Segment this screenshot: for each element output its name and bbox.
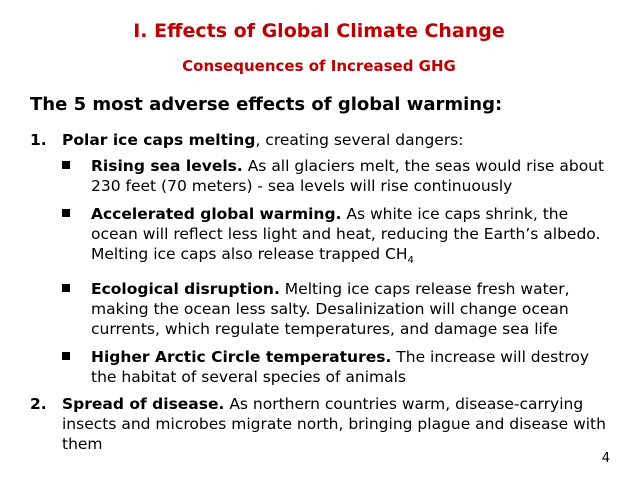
slide-subtitle: Consequences of Increased GHG	[182, 57, 456, 75]
section-heading: The 5 most adverse effects of global war…	[30, 94, 503, 115]
list-item-text: Polar ice caps melting, creating several…	[62, 130, 626, 150]
bullet-list: Rising sea levels. As all glaciers melt,…	[58, 156, 618, 395]
square-bullet-icon	[62, 284, 70, 293]
square-bullet-icon	[62, 161, 70, 169]
list-item-lead: Spread of disease.	[62, 395, 225, 413]
bullet-text: As white ice caps shrink, the ocean will…	[91, 205, 601, 263]
bullet-text: As all glaciers melt, the seas would ris…	[91, 157, 605, 195]
list-item-text: Spread of disease. As northern countries…	[62, 394, 626, 454]
bullet-text: Melting ice caps release fresh water, ma…	[91, 280, 570, 339]
list-item-lead: Polar ice caps melting	[62, 131, 256, 149]
bullet-lead: Accelerated global warming.	[91, 205, 342, 223]
square-bullet-icon	[62, 352, 70, 361]
list-item-2: 2. Spread of disease. As northern countr…	[30, 394, 626, 454]
list-item-rest: , creating several dangers:	[255, 131, 464, 149]
bullet-lead: Ecological disruption.	[91, 280, 280, 299]
list-number: 1.	[30, 131, 47, 149]
bullet-item: Ecological disruption. Melting ice caps …	[58, 279, 618, 339]
list-item-rest: As northern countries warm, disease-carr…	[62, 395, 606, 453]
bullet-item: Higher Arctic Circle temperatures. The i…	[58, 347, 618, 387]
bullet-lead: Rising sea levels.	[91, 157, 243, 175]
bullet-item: Rising sea levels. As all glaciers melt,…	[58, 156, 618, 196]
page-number: 4	[601, 451, 610, 466]
bullet-lead: Higher Arctic Circle temperatures.	[91, 348, 392, 367]
list-number: 2.	[30, 395, 47, 413]
slide-title: I. Effects of Global Climate Change	[133, 20, 505, 42]
bullet-subscript: 4	[407, 255, 414, 267]
bullet-text: The increase will destroy the habitat of…	[91, 348, 590, 387]
bullet-item: Accelerated global warming. As white ice…	[58, 204, 618, 271]
square-bullet-icon	[62, 209, 70, 217]
list-item-1: 1. Polar ice caps melting, creating seve…	[30, 130, 626, 150]
